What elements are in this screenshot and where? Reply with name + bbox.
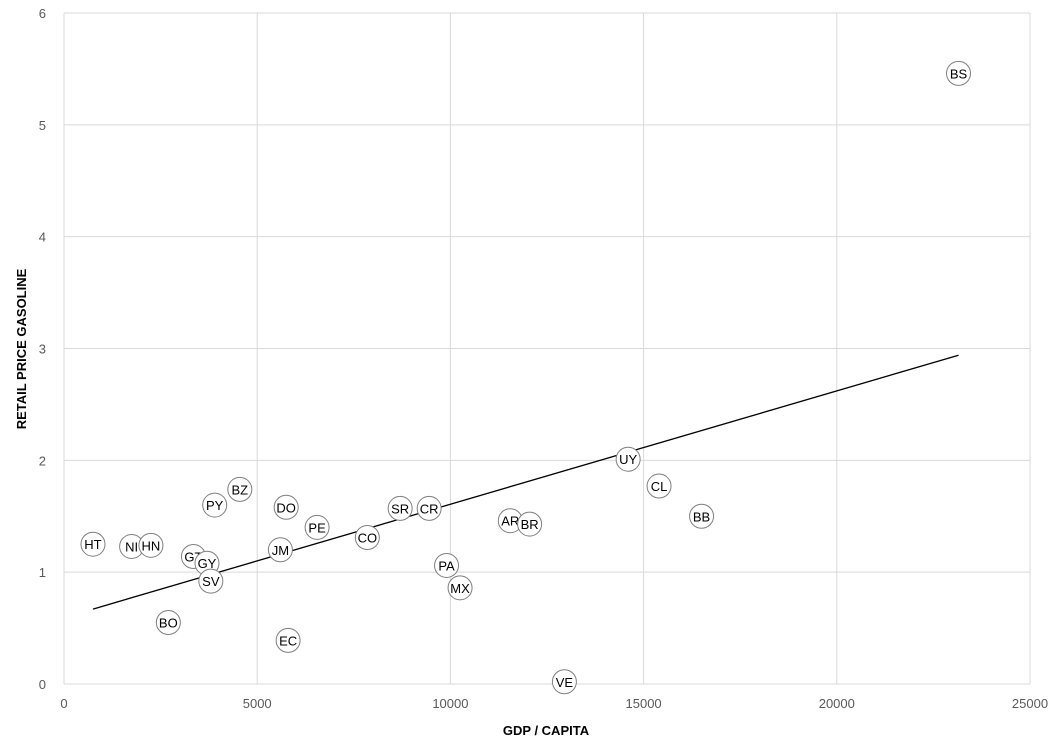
point-label: HN: [142, 538, 161, 553]
point-marker: [517, 511, 543, 537]
point-label: EC: [279, 633, 297, 648]
data-point-ec: EC: [275, 627, 301, 653]
point-marker: [689, 503, 715, 529]
data-point-jm: JM: [267, 537, 293, 563]
x-tick-label: 20000: [819, 696, 855, 711]
y-axis-title: RETAIL PRICE GASOLINE: [14, 268, 29, 429]
y-tick-label: 0: [39, 677, 46, 692]
point-label: UY: [619, 452, 637, 467]
point-label: PY: [206, 498, 224, 513]
data-point-ve: VE: [551, 669, 577, 695]
tick-labels: 0 1 2 3 4 5 6 0 5000 10000 15000 20000 25000: [39, 6, 1048, 711]
data-point-uy: UY: [615, 446, 641, 472]
point-label: GY: [198, 556, 217, 571]
point-marker: [227, 476, 253, 502]
point-label: NI: [125, 539, 138, 554]
data-point-sv: SV: [198, 568, 224, 594]
data-point-cr: CR: [416, 495, 442, 521]
point-marker: [198, 568, 224, 594]
y-tick-label: 6: [39, 6, 46, 21]
point-marker: [202, 492, 228, 518]
data-point-sr: SR: [387, 495, 413, 521]
gridlines: [63, 12, 1031, 685]
y-tick-label: 3: [39, 342, 46, 357]
data-point-mx: MX: [447, 575, 473, 601]
y-tick-label: 1: [39, 565, 46, 580]
data-point-ar: AR: [497, 508, 523, 534]
data-point-bz: BZ: [227, 476, 253, 502]
point-marker: [551, 669, 577, 695]
trendline: [92, 354, 959, 610]
point-label: BB: [693, 509, 710, 524]
point-label: VE: [556, 675, 574, 690]
x-tick-label: 25000: [1012, 696, 1048, 711]
point-label: MX: [450, 581, 470, 596]
point-marker: [646, 473, 672, 499]
point-marker: [275, 627, 301, 653]
data-point-br: BR: [517, 511, 543, 537]
data-point-bo: BO: [155, 609, 181, 635]
x-tick-label: 15000: [626, 696, 662, 711]
data-point-ni: NI: [119, 533, 145, 559]
x-tick-label: 10000: [432, 696, 468, 711]
point-marker: [434, 552, 460, 578]
point-marker: [354, 524, 380, 550]
data-point-do: DO: [273, 494, 299, 520]
point-marker: [447, 575, 473, 601]
point-marker: [273, 494, 299, 520]
point-marker: [946, 60, 972, 86]
data-point-pa: PA: [434, 552, 460, 578]
point-label: DO: [276, 500, 296, 515]
point-marker: [155, 609, 181, 635]
data-point-ht: HT: [80, 531, 106, 557]
y-tick-label: 4: [39, 230, 46, 245]
point-label: PA: [438, 558, 455, 573]
point-label: BO: [159, 615, 178, 630]
point-label: AR: [501, 514, 519, 529]
data-point-pe: PE: [304, 514, 330, 540]
data-point-bb: BB: [689, 503, 715, 529]
x-tick-label: 5000: [243, 696, 272, 711]
point-label: PE: [308, 520, 326, 535]
point-label: CR: [420, 501, 439, 516]
y-tick-label: 2: [39, 453, 46, 468]
point-label: BR: [521, 517, 539, 532]
point-marker: [267, 537, 293, 563]
y-tick-label: 5: [39, 118, 46, 133]
point-marker: [304, 514, 330, 540]
data-point-hn: HN: [138, 532, 164, 558]
point-marker: [138, 532, 164, 558]
x-axis-title: GDP / CAPITA: [503, 723, 590, 738]
point-label: BS: [950, 66, 968, 81]
point-label: SR: [391, 501, 409, 516]
data-point-py: PY: [202, 492, 228, 518]
point-marker: [416, 495, 442, 521]
point-label: JM: [272, 543, 289, 558]
point-marker: [387, 495, 413, 521]
data-point-bs: BS: [946, 60, 972, 86]
data-point-co: CO: [354, 524, 380, 550]
trendline-layer: [92, 354, 959, 610]
x-tick-label: 0: [60, 696, 67, 711]
point-label: BZ: [231, 482, 248, 497]
data-point-cl: CL: [646, 473, 672, 499]
point-label: CO: [358, 530, 378, 545]
point-label: HT: [84, 537, 101, 552]
point-label: CL: [651, 479, 668, 494]
point-marker: [80, 531, 106, 557]
point-marker: [615, 446, 641, 472]
point-label: SV: [202, 574, 220, 589]
